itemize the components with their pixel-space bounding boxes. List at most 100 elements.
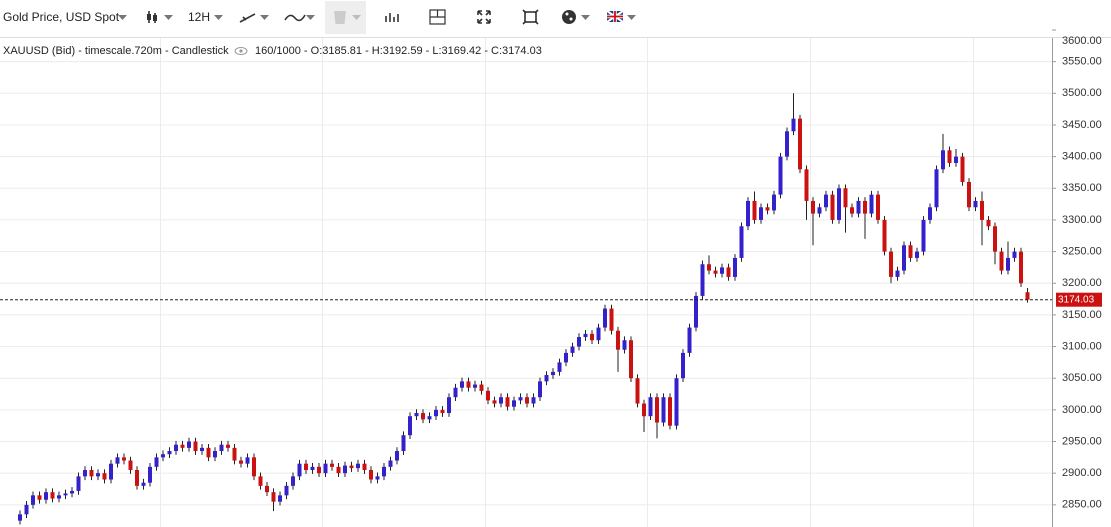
y-tick-label: 2900.00 <box>1062 467 1102 479</box>
candle-body <box>24 504 29 515</box>
candle-body <box>486 390 490 401</box>
y-tick-label: 3400.00 <box>1062 151 1102 163</box>
candle-body <box>135 470 139 486</box>
crosshair-button[interactable] <box>429 9 446 25</box>
candle-body <box>128 460 133 471</box>
candle-body <box>551 371 555 376</box>
candle-body <box>544 375 549 382</box>
candle-body <box>232 447 237 461</box>
candle-body <box>434 409 438 417</box>
y-tick-label: 3050.00 <box>1062 372 1102 384</box>
indicator-button[interactable] <box>284 14 315 22</box>
fit-button[interactable] <box>522 9 539 25</box>
candle-body <box>382 466 386 477</box>
chart-type-button[interactable] <box>147 11 173 23</box>
volume-button[interactable] <box>385 13 399 22</box>
drawing-tool-button[interactable] <box>239 13 269 23</box>
candle-body <box>1012 251 1017 258</box>
candle-body <box>960 156 965 182</box>
candle-body <box>590 333 594 341</box>
candle-body <box>661 397 666 423</box>
candle-body <box>681 352 685 379</box>
candle-body <box>928 207 932 220</box>
candle-body <box>811 200 815 214</box>
candle-body <box>395 451 399 461</box>
symbol-selector[interactable]: Gold Price, USD Spot <box>3 10 127 24</box>
candle-body <box>473 384 477 388</box>
candle-body <box>713 270 718 274</box>
candle-body <box>525 397 529 404</box>
candle-body <box>278 495 282 502</box>
candle-body <box>648 397 653 417</box>
candle-body <box>798 118 802 170</box>
timeframe-selector[interactable]: 12H <box>188 10 223 24</box>
candle-body <box>720 267 724 274</box>
candle-body <box>479 384 484 391</box>
candle-body <box>635 378 640 404</box>
y-tick-label: 3000.00 <box>1062 404 1102 416</box>
candle-body <box>791 118 796 132</box>
candle-body <box>902 245 906 271</box>
instrument-info: XAUUSD (Bid) - timescale.720m - Candlest… <box>3 45 229 57</box>
candle-body <box>115 457 120 464</box>
candle-body <box>824 194 828 208</box>
candle-body <box>752 200 757 220</box>
candle-body <box>895 270 900 277</box>
candle-body <box>746 200 750 227</box>
fullscreen-button[interactable] <box>477 10 491 24</box>
candle-body <box>31 495 35 505</box>
candle-body <box>739 226 744 258</box>
y-tick-label: 2950.00 <box>1062 435 1102 447</box>
candle-body <box>356 463 360 469</box>
candle-body <box>583 333 588 338</box>
candle-body <box>869 194 874 214</box>
candle-body <box>369 470 373 480</box>
candle-body <box>694 295 698 328</box>
candle-body <box>804 169 809 201</box>
candle-body <box>63 493 68 496</box>
y-tick-label: 3600.00 <box>1062 35 1102 47</box>
candle-body <box>954 156 958 163</box>
candle-body <box>297 463 302 477</box>
candle-body <box>414 413 419 417</box>
candle-body <box>707 264 711 271</box>
candle-body <box>239 460 243 464</box>
toolbar-background <box>0 0 1111 37</box>
candle-body <box>70 490 74 494</box>
candle-body <box>317 466 321 474</box>
candle-body <box>18 514 22 521</box>
candle-body <box>856 200 861 214</box>
candle-body <box>876 194 880 220</box>
candle-body <box>908 245 913 258</box>
candle-body <box>174 444 178 452</box>
candle-body <box>733 257 737 277</box>
y-tick-label: 3150.00 <box>1062 309 1102 321</box>
visibility-toggle[interactable] <box>234 47 248 55</box>
candle-body <box>96 473 100 477</box>
candle-body <box>843 188 848 208</box>
candle-body <box>1006 257 1010 271</box>
theme-button[interactable] <box>562 10 590 24</box>
candle-body <box>330 463 334 467</box>
language-button[interactable] <box>606 10 636 23</box>
timeframe: 12H <box>188 10 210 24</box>
candle-body <box>668 397 672 426</box>
y-tick-label: 3350.00 <box>1062 182 1102 194</box>
candle-body <box>50 492 55 499</box>
candle-body <box>57 495 61 499</box>
candle-body <box>375 476 380 480</box>
candle-body <box>492 400 497 404</box>
candle-body <box>213 451 217 458</box>
candle-body <box>252 457 256 477</box>
candle-body <box>505 397 510 407</box>
candle-body <box>460 381 464 388</box>
candle-body <box>284 485 289 496</box>
candle-body <box>538 381 542 398</box>
candle-body <box>967 181 971 208</box>
candle-body <box>629 340 633 379</box>
y-tick-label: 2850.00 <box>1062 499 1102 511</box>
candle-body <box>148 466 152 483</box>
y-tick-label: 3250.00 <box>1062 245 1102 257</box>
delete-button[interactable] <box>325 1 366 34</box>
candle-body <box>915 251 919 258</box>
